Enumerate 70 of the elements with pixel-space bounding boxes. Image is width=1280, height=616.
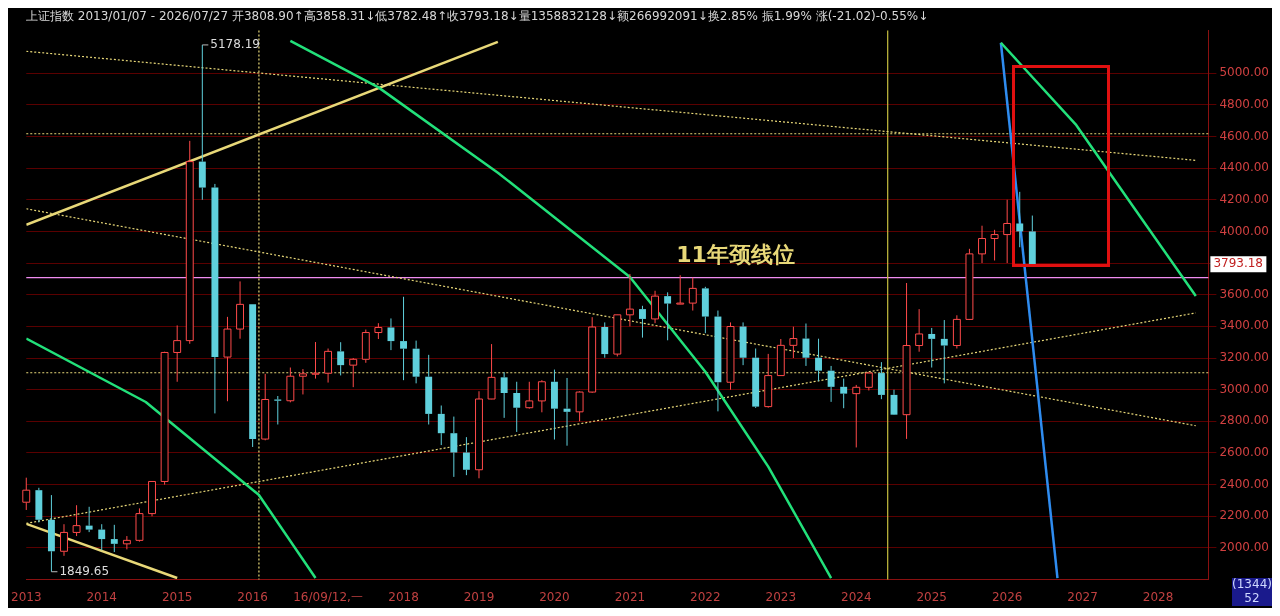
candlestick bbox=[412, 340, 420, 384]
annotation: 1849.65 bbox=[59, 563, 110, 578]
x-tick-label: 2014 bbox=[86, 589, 117, 604]
y-tick-label: 3400.00 bbox=[1219, 318, 1269, 333]
x-tick-label: 2020 bbox=[539, 589, 570, 604]
x-tick-label: 16/09/12,一 bbox=[293, 589, 363, 604]
candlestick bbox=[462, 436, 470, 476]
candlestick bbox=[211, 183, 219, 414]
candlestick bbox=[85, 506, 93, 533]
x-tick-label: 2015 bbox=[161, 589, 193, 604]
candlestick bbox=[840, 378, 848, 409]
candlestick bbox=[714, 310, 722, 412]
candlestick bbox=[940, 319, 948, 384]
candlestick bbox=[877, 361, 885, 400]
y-tick-label: 3600.00 bbox=[1219, 286, 1269, 301]
y-tick-label: 4600.00 bbox=[1219, 128, 1269, 143]
y-tick-label: 4200.00 bbox=[1219, 191, 1269, 206]
candlestick bbox=[249, 304, 257, 448]
candlestick bbox=[752, 348, 760, 407]
candlestick bbox=[664, 291, 672, 341]
y-tick-label: 3200.00 bbox=[1219, 350, 1269, 365]
x-tick-label: 2021 bbox=[614, 589, 646, 604]
candlestick bbox=[550, 369, 558, 441]
x-tick-label: 2013 bbox=[11, 589, 42, 604]
candlestick bbox=[739, 321, 747, 366]
y-tick-label: 2400.00 bbox=[1219, 476, 1269, 491]
candlestick bbox=[437, 405, 445, 446]
candlestick bbox=[98, 523, 106, 551]
y-tick-label: 3000.00 bbox=[1219, 381, 1269, 396]
x-tick-label: 2018 bbox=[388, 589, 419, 604]
x-tick-label: 2027 bbox=[1067, 589, 1098, 604]
candlestick bbox=[928, 327, 936, 369]
x-tick-label: 2025 bbox=[916, 589, 947, 604]
candlestick bbox=[815, 338, 822, 382]
ref-line-label: 11年颈线位 bbox=[676, 241, 795, 267]
y-tick-label: 2200.00 bbox=[1219, 508, 1269, 523]
candlestick bbox=[639, 305, 646, 339]
chart-title: 上证指数 2013/01/07 - 2026/07/27 开3808.90↑高3858.31↓低3782.48↑收3793.18↓量1358832128↓额266992091↓换2.85% 振1.99% 涨(-21.02)-0.55%↓ bbox=[26, 9, 929, 24]
x-tick-label: 2019 bbox=[463, 589, 495, 604]
candlestick bbox=[298, 368, 307, 395]
text: (1344) bbox=[1232, 577, 1272, 592]
text: 3793.18 bbox=[1213, 256, 1263, 271]
candlestick bbox=[425, 354, 433, 425]
x-tick-label: 2026 bbox=[991, 589, 1023, 604]
candlestick bbox=[450, 416, 458, 478]
candlestick bbox=[337, 341, 345, 376]
x-tick-label: 2023 bbox=[765, 589, 797, 604]
y-tick-label: 5000.00 bbox=[1219, 65, 1269, 80]
annotation: 5178.19 bbox=[210, 37, 260, 52]
text: 52 bbox=[1244, 591, 1260, 606]
candlestick bbox=[827, 365, 835, 403]
candlestick bbox=[400, 296, 407, 381]
candlestick bbox=[1016, 191, 1024, 248]
candlestick bbox=[802, 323, 810, 367]
y-tick-label: 2600.00 bbox=[1219, 445, 1269, 460]
y-tick-label: 4400.00 bbox=[1219, 160, 1269, 175]
y-tick-label: 4000.00 bbox=[1219, 223, 1269, 238]
x-tick-label: 2024 bbox=[840, 589, 872, 604]
y-tick-label: 2000.00 bbox=[1219, 540, 1269, 555]
candlestick bbox=[601, 321, 609, 359]
candlestick bbox=[500, 371, 508, 419]
candlestick bbox=[274, 395, 282, 425]
y-tick-label: 2800.00 bbox=[1219, 413, 1269, 428]
y-tick-label: 4800.00 bbox=[1219, 96, 1269, 111]
candlestick bbox=[513, 381, 521, 433]
x-tick-label: 2016 bbox=[237, 589, 268, 604]
x-tick-label: 2022 bbox=[690, 589, 721, 604]
x-tick-label: 2028 bbox=[1142, 589, 1174, 604]
candlestick bbox=[110, 524, 118, 553]
candlestick bbox=[701, 286, 709, 334]
